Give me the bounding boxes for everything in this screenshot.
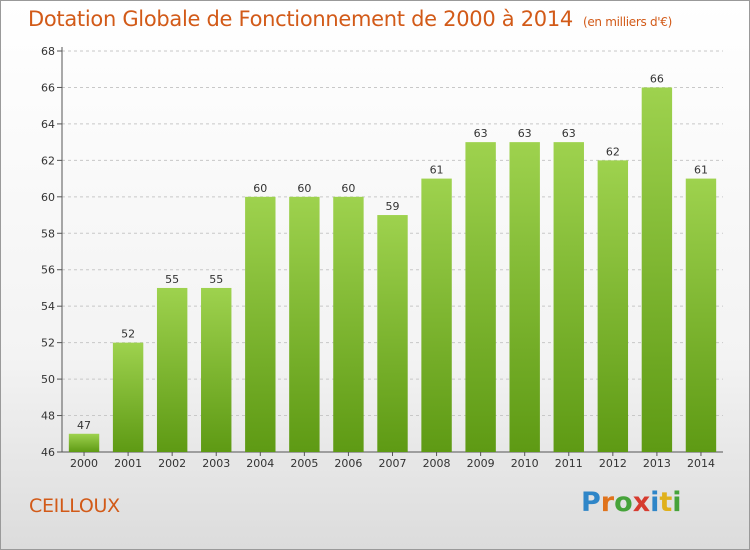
x-tick-label: 2003 bbox=[202, 457, 230, 470]
x-tick-label: 2012 bbox=[599, 457, 627, 470]
bar bbox=[289, 196, 320, 452]
x-tick-label: 2009 bbox=[467, 457, 495, 470]
logo-letter: P bbox=[581, 487, 601, 518]
y-tick-label: 64 bbox=[41, 118, 55, 131]
x-tick-label: 2001 bbox=[114, 457, 142, 470]
x-tick-label: 2006 bbox=[334, 457, 362, 470]
proxiti-logo: Proxiti bbox=[581, 487, 682, 518]
chart-title: Dotation Globale de Fonctionnement de 20… bbox=[28, 7, 672, 31]
y-tick-label: 56 bbox=[41, 264, 55, 277]
y-tick-label: 52 bbox=[41, 337, 55, 350]
logo-letter: i bbox=[672, 487, 682, 518]
y-tick-label: 62 bbox=[41, 154, 55, 167]
data-label: 61 bbox=[694, 164, 708, 177]
y-tick-label: 66 bbox=[41, 81, 55, 94]
data-label: 63 bbox=[518, 127, 532, 140]
bar bbox=[421, 178, 452, 452]
bar bbox=[201, 287, 232, 452]
logo-letter: x bbox=[632, 487, 651, 518]
chart-title-text: Dotation Globale de Fonctionnement de 20… bbox=[28, 7, 573, 31]
bar bbox=[685, 178, 717, 452]
y-tick-label: 58 bbox=[41, 227, 55, 240]
bar bbox=[333, 196, 364, 452]
x-tick-label: 2008 bbox=[423, 457, 451, 470]
commune-name: CEILLOUX bbox=[29, 495, 120, 517]
bar bbox=[597, 160, 629, 452]
y-tick-label: 68 bbox=[41, 45, 55, 58]
bar bbox=[377, 215, 408, 452]
bar bbox=[509, 142, 540, 453]
y-tick-label: 46 bbox=[41, 446, 55, 459]
data-label: 47 bbox=[77, 419, 91, 432]
data-label: 60 bbox=[297, 182, 311, 195]
data-label: 63 bbox=[562, 127, 576, 140]
x-tick-label: 2004 bbox=[246, 457, 274, 470]
data-label: 63 bbox=[474, 127, 488, 140]
x-tick-label: 2013 bbox=[643, 457, 671, 470]
y-tick-label: 60 bbox=[41, 191, 55, 204]
x-tick-label: 2010 bbox=[511, 457, 539, 470]
data-label: 60 bbox=[341, 182, 355, 195]
x-tick-label: 2014 bbox=[687, 457, 715, 470]
data-label: 52 bbox=[121, 328, 135, 341]
logo-letter: i bbox=[650, 487, 660, 518]
x-tick-label: 2007 bbox=[379, 457, 407, 470]
bar bbox=[245, 196, 276, 452]
data-label: 62 bbox=[606, 145, 620, 158]
logo-letter: o bbox=[614, 487, 633, 518]
bar bbox=[465, 142, 496, 453]
data-label: 59 bbox=[386, 200, 400, 213]
unit-note: (en milliers d'€) bbox=[582, 15, 672, 29]
bar bbox=[156, 287, 188, 452]
x-tick-label: 2000 bbox=[70, 457, 98, 470]
bar bbox=[112, 342, 144, 452]
data-label: 60 bbox=[253, 182, 267, 195]
y-tick-label: 48 bbox=[41, 410, 55, 423]
data-label: 55 bbox=[209, 273, 223, 286]
bar bbox=[553, 142, 584, 453]
y-tick-label: 54 bbox=[41, 300, 55, 313]
data-label: 61 bbox=[430, 164, 444, 177]
logo-letter: r bbox=[600, 487, 615, 518]
bar bbox=[68, 433, 100, 452]
y-tick-label: 50 bbox=[41, 373, 55, 386]
data-label: 55 bbox=[165, 273, 179, 286]
logo-letter: t bbox=[659, 487, 673, 518]
bar bbox=[641, 87, 673, 453]
data-label: 66 bbox=[650, 72, 664, 85]
x-tick-label: 2005 bbox=[290, 457, 318, 470]
x-tick-label: 2011 bbox=[555, 457, 583, 470]
x-tick-label: 2002 bbox=[158, 457, 186, 470]
